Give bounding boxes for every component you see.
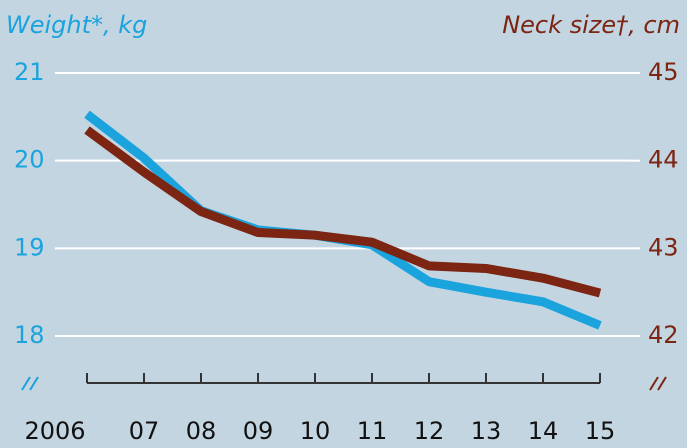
y-tick-label: 18 bbox=[14, 321, 45, 349]
y-tick-label: 21 bbox=[14, 58, 45, 86]
x-tick-label: 08 bbox=[186, 417, 217, 445]
y2-axis-title: Neck size†, cm bbox=[502, 11, 680, 39]
x-tick-label: 11 bbox=[357, 417, 388, 445]
x-tick-label: 15 bbox=[585, 417, 616, 445]
y2-tick-label: 45 bbox=[648, 58, 679, 86]
y2-tick-label: 42 bbox=[648, 321, 679, 349]
data-line bbox=[84, 110, 602, 330]
x-tick-label: 13 bbox=[471, 417, 502, 445]
y-axis-title: Weight*, kg bbox=[6, 11, 147, 39]
x-tick-label: 09 bbox=[243, 417, 274, 445]
x-tick-label: 14 bbox=[528, 417, 559, 445]
y-tick-label: 19 bbox=[14, 233, 45, 261]
y-tick-label: 20 bbox=[14, 146, 45, 174]
x-tick-label: 12 bbox=[414, 417, 445, 445]
axis-break bbox=[649, 376, 667, 391]
x-tick-label: 10 bbox=[300, 417, 331, 445]
x-tick-label: 07 bbox=[129, 417, 160, 445]
x-tick-label: 2006 bbox=[24, 417, 85, 445]
y2-tick-label: 44 bbox=[648, 146, 679, 174]
axis-break bbox=[21, 376, 39, 391]
y2-tick-label: 43 bbox=[648, 233, 679, 261]
data-line bbox=[84, 126, 602, 298]
